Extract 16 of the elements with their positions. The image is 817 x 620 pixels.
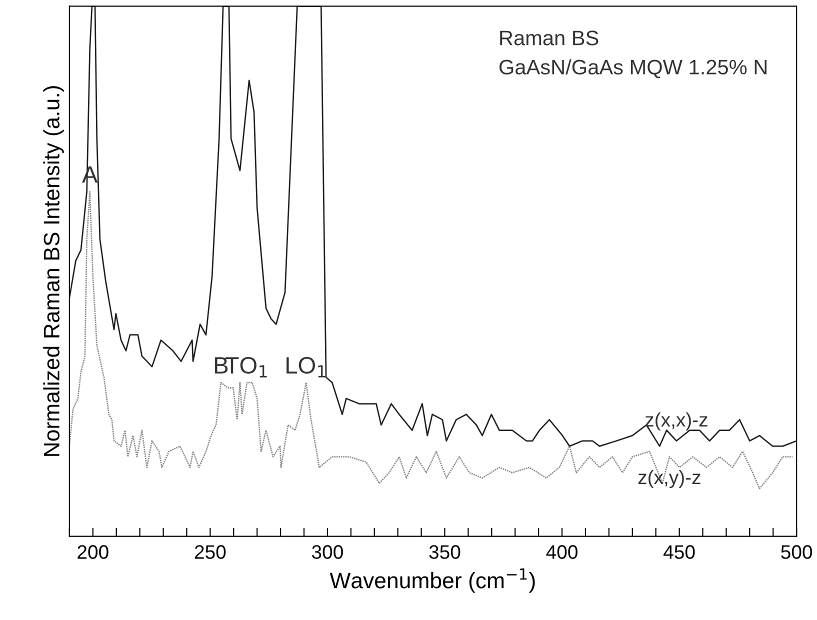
x-tick-label: 450 bbox=[664, 545, 695, 559]
annotation: Raman BS bbox=[500, 30, 598, 46]
annotation: TO$_{1}$ bbox=[225, 356, 267, 378]
series-label: z(x,y)-z bbox=[638, 470, 700, 488]
x-tick-label: 300 bbox=[312, 545, 343, 559]
annotation: B bbox=[215, 357, 228, 374]
x-axis-title: Wavenumber (cm$^{−1}$) bbox=[330, 568, 535, 593]
annotation: GaAsN/GaAs MQW 1.25% N bbox=[500, 59, 766, 78]
x-tick-label: 400 bbox=[546, 545, 578, 559]
x-tick-label: 350 bbox=[429, 545, 460, 559]
x-tick-label: 500 bbox=[781, 545, 812, 559]
x-tick-label: 250 bbox=[194, 545, 226, 559]
y-axis-title: Normalized Raman BS Intensity (a.u.) bbox=[43, 86, 64, 456]
x-tick-label: 200 bbox=[78, 545, 108, 559]
series-label: z(x,x)-z bbox=[645, 412, 708, 430]
annotation: LO$_{1}$ bbox=[286, 356, 326, 378]
